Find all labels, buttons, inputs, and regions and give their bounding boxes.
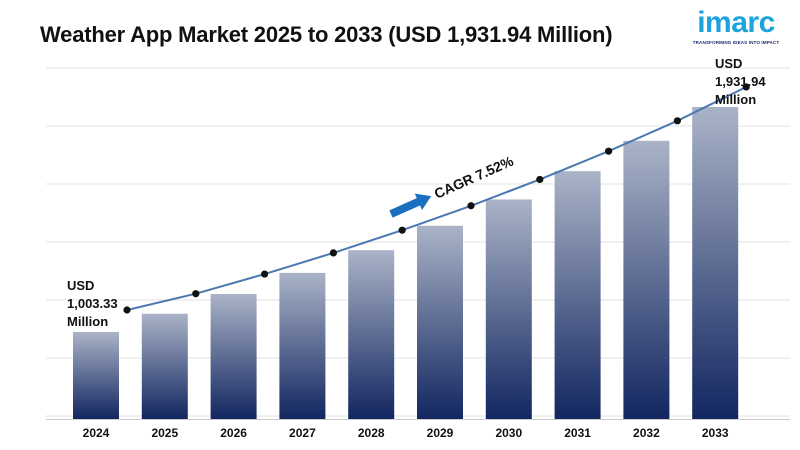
start-callout-line-2: 1,003.33	[67, 296, 118, 311]
trend-line	[126, 86, 747, 311]
bar-2028	[348, 250, 395, 419]
end-callout-line-1: USD	[715, 56, 743, 71]
x-tick-label: 2029	[427, 426, 454, 440]
bar-2030	[485, 199, 532, 419]
trend-point-2026	[261, 270, 269, 278]
bar-2024	[73, 332, 119, 419]
imarc-logo: imarc TRANSFORMING IDEAS INTO IMPACT	[686, 8, 786, 54]
end-callout-line-3: Million	[715, 92, 757, 107]
x-tick-label: 2028	[358, 426, 385, 440]
trend-point-2027	[329, 249, 337, 257]
start-value-callout: USD 1,003.33 Million	[67, 277, 118, 331]
bar-2031	[554, 171, 601, 419]
x-tick-label: 2030	[495, 426, 522, 440]
cagr-arrow-shape	[389, 193, 432, 218]
x-tick-label: 2024	[83, 426, 110, 440]
trend-point-2029	[467, 202, 475, 210]
trend-point-2028	[398, 226, 406, 234]
chart-title: Weather App Market 2025 to 2033 (USD 1,9…	[40, 22, 613, 47]
bar-2033	[692, 107, 739, 419]
trend-point-2024	[123, 306, 131, 314]
end-callout-line-2: 1,931.94	[715, 74, 766, 89]
logo-tagline: TRANSFORMING IDEAS INTO IMPACT	[692, 40, 780, 45]
start-callout-line-3: Million	[67, 314, 109, 329]
cagr-arrow	[389, 193, 432, 218]
x-tick-label: 2031	[564, 426, 591, 440]
logo-wordmark: imarc	[697, 6, 775, 39]
trend-point-2031	[605, 147, 613, 155]
trend-line-group	[123, 83, 750, 314]
x-tick-label: 2027	[289, 426, 316, 440]
trend-point-2033	[742, 83, 750, 91]
x-tick-label: 2033	[702, 426, 729, 440]
bar-2029	[417, 225, 463, 419]
bars	[73, 107, 739, 419]
trend-point-2025	[192, 290, 200, 298]
x-tick-label: 2025	[151, 426, 178, 440]
end-value-callout: USD 1,931.94 Million	[715, 55, 766, 109]
x-tick-label: 2026	[220, 426, 247, 440]
bar-2025	[141, 313, 188, 419]
bar-2027	[279, 272, 326, 419]
trend-point-2030	[536, 175, 544, 184]
x-tick-label: 2032	[633, 426, 660, 440]
start-callout-line-1: USD	[67, 278, 95, 293]
x-axis-ticks: 2024 2025 2026 2027 2028 2029 2030 2031 2032 2033	[46, 419, 790, 440]
trend-point-2032	[673, 117, 682, 125]
bar-2032	[623, 140, 670, 419]
bar-2026	[210, 294, 257, 419]
